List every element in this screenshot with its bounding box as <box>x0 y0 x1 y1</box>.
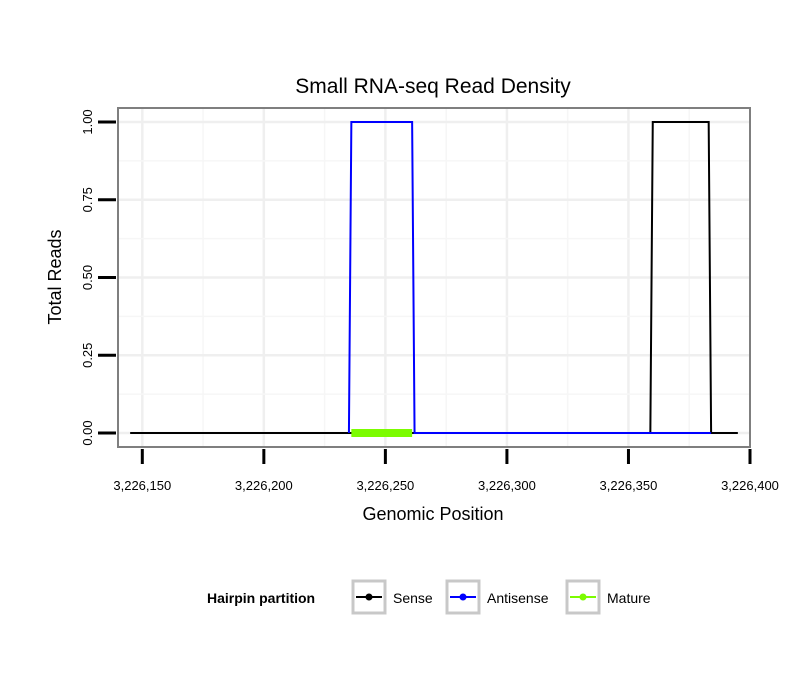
legend: Hairpin partition Sense Antisense Mature <box>207 579 651 615</box>
legend-item-antisense: Antisense <box>445 579 549 615</box>
x-tick-label: 3,226,150 <box>113 478 171 493</box>
legend-title: Hairpin partition <box>207 590 315 606</box>
plot-panel-border <box>117 107 751 448</box>
y-axis-title: Total Reads <box>45 229 65 324</box>
axes: 3,226,150 3,226,200 3,226,250 3,226,300 3,22… <box>80 109 779 493</box>
legend-label-mature: Mature <box>607 590 651 606</box>
y-tick-label: 0.50 <box>80 265 95 290</box>
y-tick-label: 0.75 <box>80 187 95 212</box>
x-tick-label: 3,226,250 <box>356 478 414 493</box>
legend-label-antisense: Antisense <box>487 590 549 606</box>
series-line-antisense <box>347 120 712 435</box>
grid-lines <box>118 108 750 447</box>
y-tick-label: 0.00 <box>80 420 95 445</box>
legend-key-point-sense <box>365 593 373 601</box>
series-lines <box>130 120 738 438</box>
legend-key-point-antisense <box>459 593 467 601</box>
x-tick-label: 3,226,300 <box>478 478 536 493</box>
x-tick-label: 3,226,350 <box>600 478 658 493</box>
x-tick-label: 3,226,400 <box>721 478 779 493</box>
y-tick-label: 1.00 <box>80 109 95 134</box>
y-tick-label: 0.25 <box>80 343 95 368</box>
x-axis-title: Genomic Position <box>362 504 503 524</box>
legend-key-point-mature <box>579 593 587 601</box>
legend-item-sense: Sense <box>351 579 433 615</box>
legend-label-sense: Sense <box>393 590 433 606</box>
chart-title: Small RNA-seq Read Density <box>295 75 571 98</box>
x-tick-label: 3,226,200 <box>235 478 293 493</box>
legend-item-mature: Mature <box>565 579 651 615</box>
